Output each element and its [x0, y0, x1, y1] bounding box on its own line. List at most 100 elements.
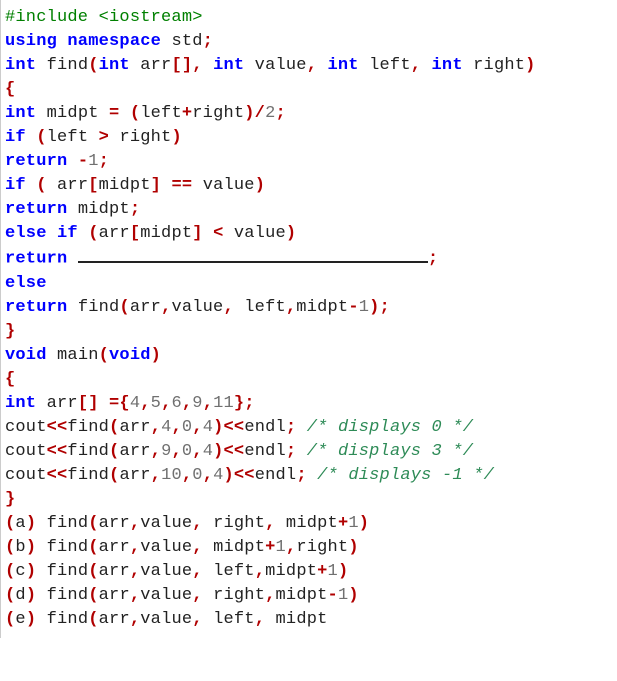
code-token: find [67, 418, 109, 437]
code-token: 9 [161, 442, 171, 461]
code-token: midpt [47, 104, 109, 123]
code-token: value [255, 56, 307, 75]
code-line: (b) find(arr,value, midpt+1,right) [5, 536, 613, 560]
code-token: ) [286, 224, 296, 243]
code-token: right [473, 56, 525, 75]
code-token: , [307, 56, 328, 75]
code-token: return [5, 298, 78, 317]
code-token: , [171, 442, 181, 461]
code-token: 4 [161, 418, 171, 437]
code-token: midpt [78, 200, 130, 219]
code-token: ; [296, 466, 317, 485]
code-line: int find(int arr[], int value, int left,… [5, 54, 613, 78]
code-token: b [15, 538, 25, 557]
code-token: - [78, 152, 88, 171]
code-line: { [5, 368, 613, 392]
code-token: , [161, 298, 171, 317]
code-token: , [130, 610, 140, 629]
code-token: , [265, 586, 275, 605]
code-comment: /* displays -1 */ [317, 466, 494, 485]
code-token: [], [171, 56, 213, 75]
code-token: , [192, 562, 213, 581]
code-token: }; [234, 394, 255, 413]
code-token: 4 [203, 418, 213, 437]
code-token: ) [359, 514, 369, 533]
code-token: 1 [276, 538, 286, 557]
code-token: right [192, 104, 244, 123]
code-token: 5 [151, 394, 161, 413]
code-token: 10 [161, 466, 182, 485]
code-token: )<< [213, 418, 244, 437]
code-token: cout [5, 418, 47, 437]
code-line: using namespace std; [5, 30, 613, 54]
code-token: > [99, 128, 120, 147]
code-editor: #include <iostream>using namespace std;i… [0, 0, 617, 638]
code-token: ( [5, 610, 15, 629]
code-token: left [140, 104, 182, 123]
code-token: , [411, 56, 432, 75]
code-token: 1 [348, 514, 358, 533]
code-token: midpt [296, 298, 348, 317]
code-token: ( [36, 128, 46, 147]
code-token: + [265, 538, 275, 557]
code-token: { [5, 370, 15, 389]
code-token: , [203, 466, 213, 485]
code-line: (c) find(arr,value, left,midpt+1) [5, 560, 613, 584]
code-line: return -1; [5, 150, 613, 174]
code-line: { [5, 78, 613, 102]
code-token: e [15, 610, 25, 629]
code-token: value [203, 176, 255, 195]
code-token: value [140, 586, 192, 605]
code-token: midpt [99, 176, 151, 195]
code-token: , [192, 514, 213, 533]
code-token: endl [255, 466, 297, 485]
code-token: int [99, 56, 141, 75]
fill-in-blank [78, 242, 428, 263]
code-token: arr [119, 442, 150, 461]
code-token: ; [130, 200, 140, 219]
code-token: ) [151, 346, 161, 365]
code-token: if [5, 128, 36, 147]
code-token: midpt [276, 610, 328, 629]
code-token: endl [244, 442, 286, 461]
code-token: right [296, 538, 348, 557]
code-token: ) [338, 562, 348, 581]
code-token: 1 [359, 298, 369, 317]
code-line: } [5, 488, 613, 512]
code-line: (d) find(arr,value, right,midpt-1) [5, 584, 613, 608]
code-token: arr [119, 418, 150, 437]
code-token: , [130, 586, 140, 605]
code-token: ( [36, 176, 57, 195]
code-token: << [47, 418, 68, 437]
code-token: left [244, 298, 286, 317]
code-token: ) [255, 176, 265, 195]
code-token: ( [88, 224, 98, 243]
code-token: - [328, 586, 338, 605]
code-token: using namespace [5, 32, 171, 51]
code-token: , [151, 466, 161, 485]
code-token: int [213, 56, 255, 75]
code-token: ); [369, 298, 390, 317]
code-token: , [151, 418, 161, 437]
code-token: ( [5, 514, 15, 533]
code-token: 2 [265, 104, 275, 123]
code-token: , [192, 538, 213, 557]
code-token: + [338, 514, 348, 533]
code-token: find [67, 466, 109, 485]
code-token: left [369, 56, 411, 75]
code-token: , [192, 442, 202, 461]
code-token: , [171, 418, 181, 437]
code-token: [] ={ [78, 394, 130, 413]
code-token: arr [99, 538, 130, 557]
code-token: find [47, 514, 89, 533]
code-token: ( [5, 586, 15, 605]
code-token: cout [5, 466, 47, 485]
code-token: ; [286, 442, 307, 461]
code-token: , [182, 466, 192, 485]
code-token: midpt [265, 562, 317, 581]
code-token: ) [348, 586, 358, 605]
code-token: , [265, 514, 286, 533]
code-token: arr [99, 224, 130, 243]
code-token: return [5, 200, 78, 219]
code-token: arr [99, 514, 130, 533]
